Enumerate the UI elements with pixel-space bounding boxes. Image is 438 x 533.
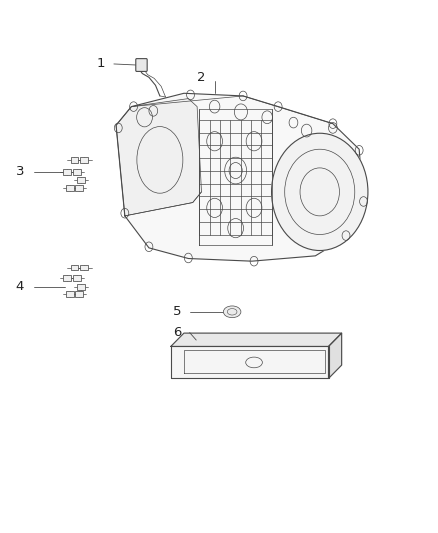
FancyBboxPatch shape: [80, 157, 88, 163]
Text: 3: 3: [16, 165, 24, 178]
Text: 6: 6: [173, 326, 182, 339]
Ellipse shape: [223, 306, 241, 318]
Polygon shape: [171, 346, 328, 378]
FancyBboxPatch shape: [80, 265, 88, 271]
Circle shape: [272, 133, 368, 251]
Text: 2: 2: [198, 71, 206, 84]
FancyBboxPatch shape: [66, 291, 74, 297]
FancyBboxPatch shape: [71, 157, 78, 163]
Polygon shape: [116, 99, 201, 216]
Text: 4: 4: [16, 280, 24, 293]
FancyBboxPatch shape: [75, 184, 83, 190]
FancyBboxPatch shape: [73, 276, 81, 281]
Text: 5: 5: [173, 305, 182, 318]
FancyBboxPatch shape: [77, 177, 85, 183]
FancyBboxPatch shape: [71, 265, 78, 271]
FancyBboxPatch shape: [75, 291, 83, 297]
FancyBboxPatch shape: [63, 168, 71, 174]
Polygon shape: [328, 333, 342, 378]
Text: 1: 1: [97, 58, 105, 70]
FancyBboxPatch shape: [63, 276, 71, 281]
FancyBboxPatch shape: [77, 284, 85, 290]
FancyBboxPatch shape: [66, 184, 74, 190]
FancyBboxPatch shape: [73, 168, 81, 174]
FancyBboxPatch shape: [136, 59, 147, 71]
Polygon shape: [116, 93, 364, 261]
Polygon shape: [171, 333, 342, 346]
